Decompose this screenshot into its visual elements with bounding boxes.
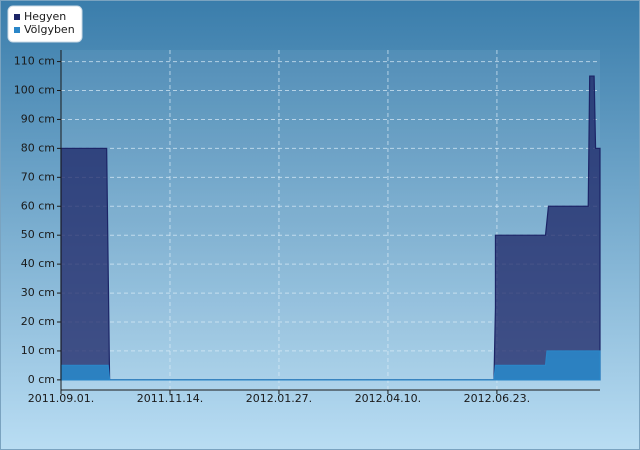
y-tick-label: 110 cm [14,55,55,68]
legend-swatch [14,27,20,33]
y-tick-label: 80 cm [21,141,55,154]
y-tick-label: 70 cm [21,170,55,183]
x-tick-label: 2012.04.10. [355,392,421,405]
y-tick-label: 50 cm [21,228,55,241]
area [60,350,601,381]
y-tick-label: 100 cm [14,84,55,97]
x-tick-label: 2011.09.01. [28,392,94,405]
y-tick-label: 30 cm [21,286,55,299]
x-tick-label: 2012.06.23. [464,392,530,405]
area [60,75,601,381]
y-tick-label: 90 cm [21,112,55,125]
y-tick-label: 20 cm [21,315,55,328]
legend-label: Völgyben [24,23,75,36]
y-tick-label: 0 cm [28,373,55,386]
legend-label: Hegyen [24,10,66,23]
legend-box [7,5,83,43]
y-tick-label: 40 cm [21,257,55,270]
x-tick-label: 2011.11.14. [137,392,203,405]
y-tick-label: 10 cm [21,344,55,357]
legend-swatch [14,14,20,20]
x-tick-label: 2012.01.27. [246,392,312,405]
y-tick-label: 60 cm [21,199,55,212]
